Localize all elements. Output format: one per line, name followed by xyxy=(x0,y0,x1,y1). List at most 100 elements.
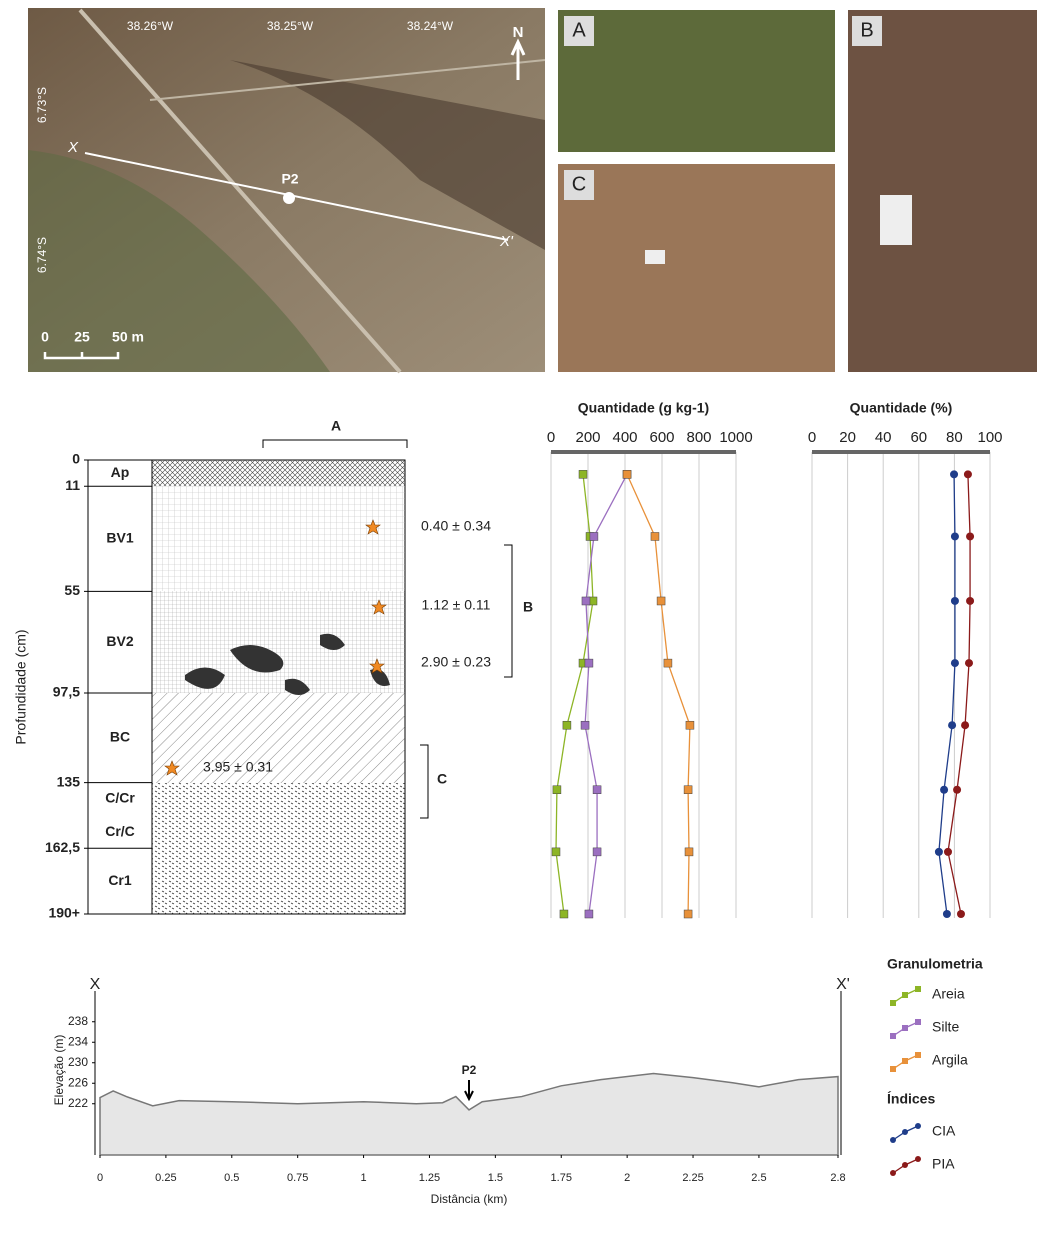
legend-label: PIA xyxy=(932,1156,955,1172)
y-axis-label: Elevação (m) xyxy=(52,1035,66,1106)
legend-label: Argila xyxy=(932,1052,968,1068)
series-line xyxy=(626,474,691,915)
annotation: 1.12 ± 0.11 xyxy=(422,597,491,613)
depth-tick-label: 190+ xyxy=(48,905,80,921)
series-line xyxy=(938,474,956,915)
lon-label: 38.25°W xyxy=(267,19,314,33)
marker xyxy=(663,658,673,668)
marker xyxy=(950,532,959,541)
legend-heading: Granulometria xyxy=(887,956,983,972)
marker xyxy=(956,910,965,918)
lat-label: 6.74°S xyxy=(35,237,49,273)
marker xyxy=(559,909,569,919)
x-tick-label: 0 xyxy=(97,1172,103,1184)
p2-label: P2 xyxy=(281,171,298,187)
marker xyxy=(964,659,973,668)
depth-tick-label: 135 xyxy=(57,773,81,789)
chart-title: Quantidade (g kg-1) xyxy=(578,400,709,416)
bracket xyxy=(262,439,408,448)
marker xyxy=(966,596,975,605)
star xyxy=(371,599,387,615)
x-label: X xyxy=(67,139,79,156)
marker xyxy=(562,720,572,730)
marker xyxy=(934,847,943,856)
marker xyxy=(684,847,694,857)
y-tick-label: 226 xyxy=(68,1075,88,1089)
depth-tick-label: 97,5 xyxy=(53,684,80,700)
series-line xyxy=(947,474,971,915)
x-tick-label: 200 xyxy=(575,429,600,446)
scale-label: 50 m xyxy=(112,329,144,345)
soil-profile xyxy=(87,459,406,915)
x-tick-label: 2.8 xyxy=(830,1172,845,1184)
marker xyxy=(589,532,599,541)
marker xyxy=(966,532,975,541)
x-axis-label: Distância (km) xyxy=(431,1192,508,1206)
x-tick-label: 0 xyxy=(547,429,555,446)
bracket xyxy=(504,544,513,678)
star xyxy=(164,760,180,776)
x-tick-label: 20 xyxy=(839,429,856,446)
bracket-label: A xyxy=(331,418,341,434)
marker xyxy=(950,470,959,479)
north: N xyxy=(513,24,524,41)
legend-label: Silte xyxy=(932,1019,959,1035)
legend-marker xyxy=(902,992,908,998)
marker xyxy=(683,785,693,794)
star xyxy=(369,658,385,674)
chart-title: Quantidade (%) xyxy=(850,400,953,416)
x-tick-label: 1.5 xyxy=(488,1172,503,1184)
end-label: X' xyxy=(836,976,850,993)
y-axis-label: Profundidade (cm) xyxy=(13,629,29,744)
x-tick-label: 1 xyxy=(361,1172,367,1184)
photo-label: A xyxy=(572,19,586,41)
annotation: 3.95 ± 0.31 xyxy=(203,759,273,775)
marker xyxy=(584,658,594,668)
marker xyxy=(622,470,632,479)
photos xyxy=(558,10,1037,372)
horizon-name: BV2 xyxy=(106,633,133,649)
depth-tick-label: 55 xyxy=(64,582,80,598)
area xyxy=(99,1072,839,1156)
legend-marker xyxy=(890,1066,896,1072)
marker xyxy=(942,910,951,918)
annotation: 0.40 ± 0.34 xyxy=(421,518,491,534)
marker xyxy=(953,785,962,794)
start-label: X xyxy=(90,976,101,993)
annotation: P2 xyxy=(462,1063,477,1077)
depth-tick-label: 0 xyxy=(72,451,80,467)
marker xyxy=(578,470,588,479)
marker xyxy=(551,847,561,857)
photo-label: C xyxy=(572,173,586,195)
y-tick-label: 230 xyxy=(68,1055,88,1069)
legend-label: CIA xyxy=(932,1123,956,1139)
lon-label: 38.24°W xyxy=(407,19,454,33)
depth-tick-label: 11 xyxy=(65,477,80,493)
x-tick-label: 60 xyxy=(910,429,927,446)
scale-label: 0 xyxy=(41,329,49,345)
marker xyxy=(685,720,695,730)
arrow xyxy=(464,1080,474,1102)
marker xyxy=(592,847,602,857)
legend-marker xyxy=(902,1129,908,1135)
series-line xyxy=(555,474,594,915)
legend-marker xyxy=(915,1019,921,1025)
depth-tick-label: 162,5 xyxy=(45,839,80,855)
horizon-name: BC xyxy=(110,728,130,744)
legend-marker xyxy=(890,1170,896,1176)
legend-heading: Índices xyxy=(887,1091,935,1107)
x-tick-label: 1.75 xyxy=(551,1172,572,1184)
marker xyxy=(581,596,591,606)
marker xyxy=(650,532,660,541)
marker xyxy=(948,721,957,730)
star xyxy=(365,519,381,535)
marker xyxy=(656,596,666,606)
x-prime-label: X' xyxy=(499,233,514,250)
scale-label: 25 xyxy=(74,329,90,345)
x-tick-label: 2.25 xyxy=(682,1172,703,1184)
x-tick-label: 600 xyxy=(649,429,674,446)
marker xyxy=(552,785,562,794)
legend-marker xyxy=(902,1058,908,1064)
annotation: 2.90 ± 0.23 xyxy=(421,654,491,670)
